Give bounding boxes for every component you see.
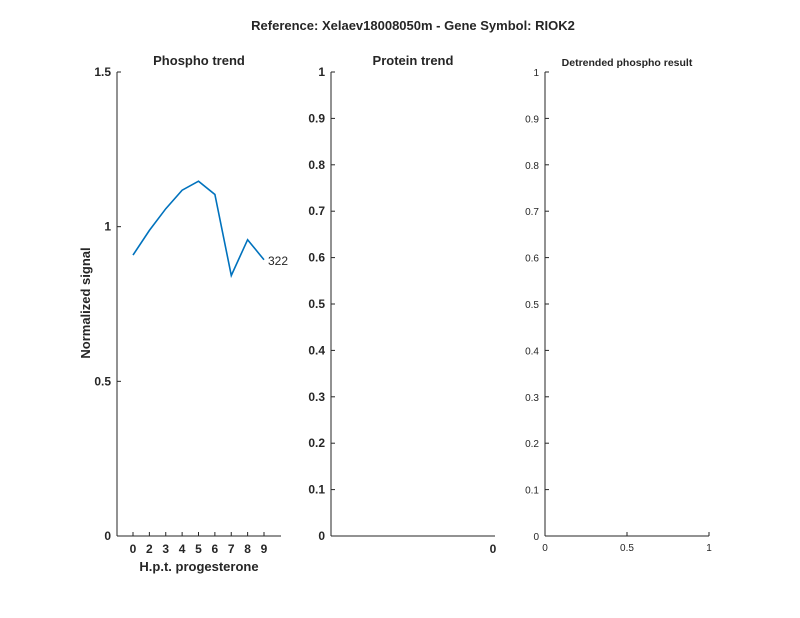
- y-tick-label: 0.7: [525, 207, 539, 218]
- x-tick-label: 4: [179, 542, 186, 556]
- x-tick-label: 6: [212, 542, 219, 556]
- y-tick-label: 1.5: [94, 65, 111, 79]
- series-end-label: 322: [268, 254, 288, 268]
- y-tick-label: 0.5: [94, 374, 111, 388]
- y-tick-label: 0: [104, 529, 111, 543]
- detrended-phospho-title: Detrended phospho result: [562, 57, 693, 69]
- x-tick-label: 1: [706, 543, 712, 554]
- y-tick-label: 0.2: [308, 436, 325, 450]
- y-tick-label: 0.1: [308, 483, 325, 497]
- series-line-322: [132, 180, 265, 279]
- y-tick-label: 1: [533, 68, 539, 79]
- x-tick-label: 0: [542, 543, 548, 554]
- y-tick-label: 0.8: [308, 158, 325, 172]
- y-tick-label: 0.2: [525, 439, 539, 450]
- phospho-trend-xlabel: H.p.t. progesterone: [139, 559, 258, 574]
- x-tick-label: 7: [228, 542, 235, 556]
- y-tick-label: 0.9: [308, 111, 325, 125]
- x-tick-label: 3: [162, 542, 169, 556]
- phospho-trend-title: Phospho trend: [153, 53, 245, 68]
- y-tick-label: 0.1: [525, 486, 539, 497]
- x-tick-label: 5: [195, 542, 202, 556]
- y-tick-label: 0.9: [525, 114, 539, 125]
- y-tick-label: 0.5: [308, 297, 325, 311]
- y-tick-label: 0.3: [308, 390, 325, 404]
- x-tick-label: 8: [244, 542, 251, 556]
- y-tick-label: 0.8: [525, 161, 539, 172]
- y-tick-label: 0.6: [308, 251, 325, 265]
- y-tick-label: 0.4: [525, 346, 539, 357]
- y-tick-label: 0.6: [525, 254, 539, 265]
- protein-trend-panel: Protein trend 0 0.1 0.2 0.3 0.4 0.5 0.6 0.7 0.8 0…: [308, 53, 496, 556]
- phospho-trend-panel: Phospho trend Normalized signal H.p.t. p…: [78, 53, 288, 574]
- figure-suptitle: Reference: Xelaev18008050m - Gene Symbol…: [251, 18, 575, 33]
- x-tick-label: 9: [261, 542, 268, 556]
- y-tick-label: 0.5: [525, 300, 539, 311]
- y-tick-label: 0.7: [308, 204, 325, 218]
- phospho-trend-ylabel: Normalized signal: [78, 247, 93, 358]
- y-tick-label: 1: [318, 65, 325, 79]
- y-tick-label: 1: [104, 220, 111, 234]
- y-tick-label: 0: [318, 529, 325, 543]
- x-tick-label: 0: [490, 542, 497, 556]
- detrended-phospho-panel: Detrended phospho result 0 0.1 0.2 0.3 0.4 0.…: [525, 57, 712, 554]
- x-tick-label: 0: [130, 542, 137, 556]
- x-tick-label: 2: [146, 542, 153, 556]
- y-tick-label: 0.4: [308, 343, 325, 357]
- x-tick-label: 0.5: [620, 543, 634, 554]
- protein-trend-title: Protein trend: [373, 53, 454, 68]
- y-tick-label: 0.3: [525, 393, 539, 404]
- y-tick-label: 0: [533, 532, 539, 543]
